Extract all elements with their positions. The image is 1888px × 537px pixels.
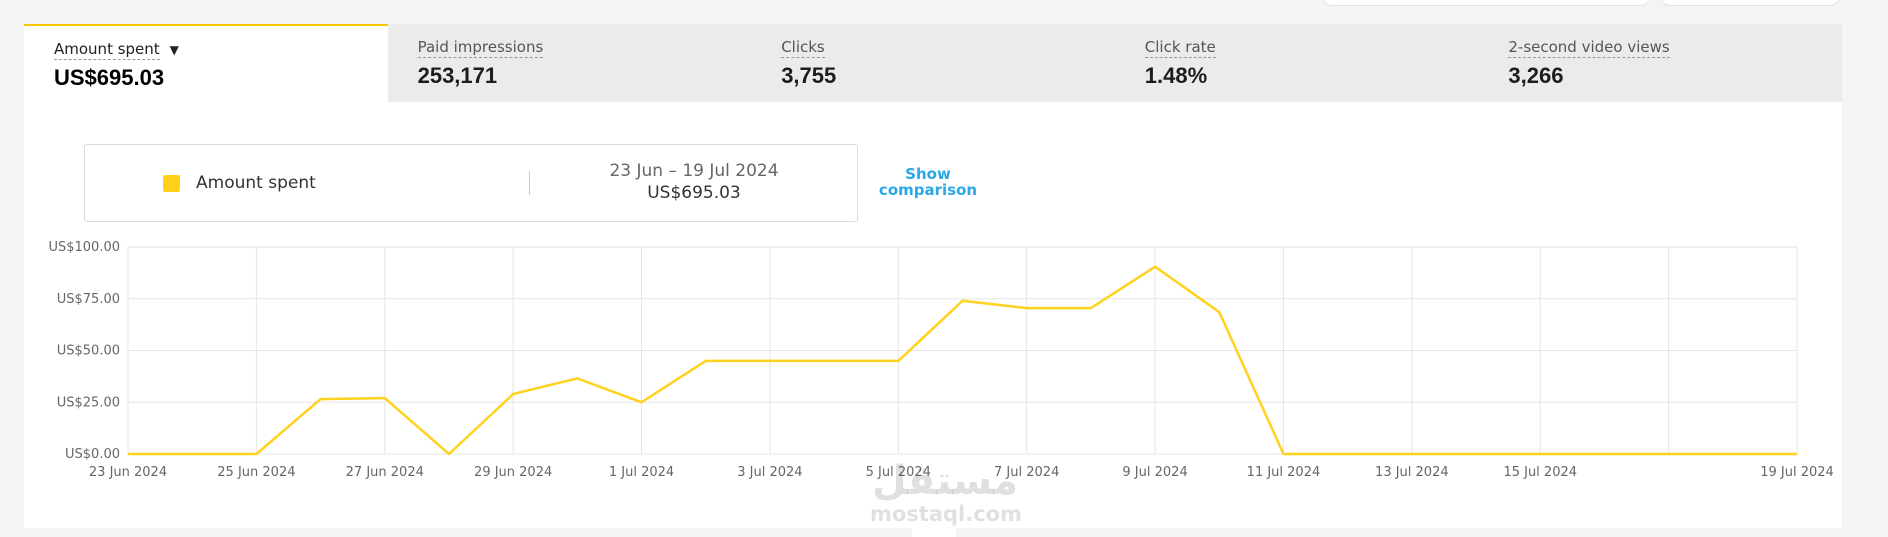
legend-date-range: 23 Jun – 19 Jul 2024 <box>609 161 779 181</box>
x-tick-label: 9 Jul 2024 <box>1122 465 1187 480</box>
watermark-domain: mostaql.com <box>870 502 1022 526</box>
tab-paid-impressions[interactable]: Paid impressions 253,171 <box>388 24 752 102</box>
tab-value: US$695.03 <box>54 65 165 90</box>
caret-down-icon[interactable]: ▼ <box>169 43 179 57</box>
x-tick-label: 13 Jul 2024 <box>1375 465 1449 480</box>
x-tick-label: 5 Jul 2024 <box>866 465 931 480</box>
tab-value: 3,755 <box>781 63 837 88</box>
watermark: مستقل mostaql.com <box>870 458 1022 526</box>
tab-label: Click rate <box>1144 38 1216 58</box>
chart-legend: Amount spent 23 Jun – 19 Jul 2024 US$695… <box>84 144 858 222</box>
tab-clicks[interactable]: Clicks 3,755 <box>751 24 1115 102</box>
y-tick-label: US$25.00 <box>57 395 120 410</box>
top-control-pill[interactable] <box>1660 0 1840 6</box>
tab-value: 1.48% <box>1144 63 1208 88</box>
x-tick-label: 11 Jul 2024 <box>1247 465 1321 480</box>
legend-divider <box>529 171 530 195</box>
bottom-handle <box>912 528 956 537</box>
tab-value: 3,266 <box>1508 63 1564 88</box>
tab-label: 2-second video views <box>1508 38 1670 58</box>
tab-video-views[interactable]: 2-second video views 3,266 <box>1478 24 1842 102</box>
top-control-pill[interactable] <box>1322 0 1650 6</box>
x-tick-label: 27 Jun 2024 <box>346 465 424 480</box>
x-tick-label: 29 Jun 2024 <box>474 465 552 480</box>
watermark-arabic: مستقل <box>871 458 1019 504</box>
tab-click-rate[interactable]: Click rate 1.48% <box>1115 24 1479 102</box>
x-tick-label: 23 Jun 2024 <box>89 465 167 480</box>
line-chart: US$0.00 US$25.00 US$50.00 US$75.00 US$100.00… <box>48 240 1834 480</box>
x-tick-label: 1 Jul 2024 <box>609 465 674 480</box>
y-tick-label: US$75.00 <box>57 292 120 307</box>
x-tick-label: 19 Jul 2024 <box>1760 465 1834 480</box>
x-tick-label: 25 Jun 2024 <box>217 465 295 480</box>
y-tick-label: US$100.00 <box>48 240 120 255</box>
x-tick-label: 15 Jul 2024 <box>1503 465 1577 480</box>
tab-value: 253,171 <box>417 63 498 88</box>
x-tick-label: 3 Jul 2024 <box>737 465 802 480</box>
series-line <box>128 265 1797 456</box>
x-tick-label: 7 Jul 2024 <box>994 465 1059 480</box>
legend-series-name: Amount spent <box>196 173 316 193</box>
y-tick-label: US$50.00 <box>57 344 120 359</box>
show-comparison-link[interactable]: Show comparison <box>878 165 978 199</box>
y-tick-label: US$0.00 <box>65 447 120 462</box>
metrics-card: Amount spent ▼ US$695.03 Paid impressions… <box>24 24 1842 528</box>
legend-swatch <box>163 175 180 192</box>
metric-tabs: Amount spent ▼ US$695.03 Paid impressions… <box>24 24 1842 102</box>
tab-amount-spent[interactable]: Amount spent ▼ US$695.03 <box>24 24 388 102</box>
tab-label: Paid impressions <box>417 38 544 58</box>
legend-total: US$695.03 <box>647 183 741 203</box>
tab-label: Amount spent <box>54 40 160 60</box>
tab-label: Clicks <box>781 38 825 58</box>
